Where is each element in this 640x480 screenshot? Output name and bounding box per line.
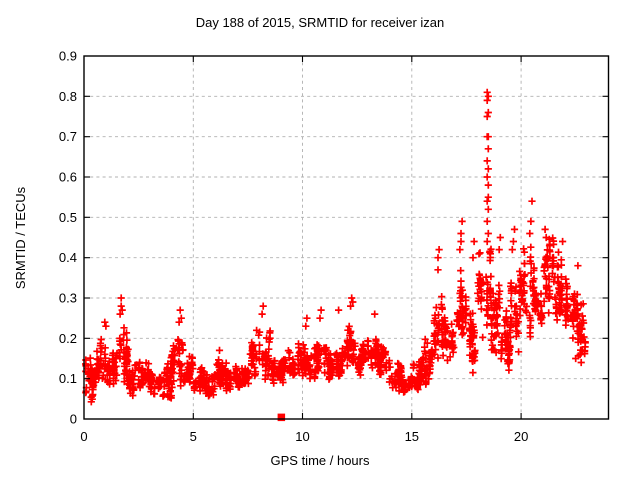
x-tick-label: 10	[295, 429, 309, 444]
tick-labels-layer: 0 0.1 0.2 0.3 0.4 0.5 0.6 0.7 0.8 0.9 0 5 10 15 20	[59, 49, 528, 445]
x-axis-label: GPS time / hours	[270, 453, 370, 468]
x-tick-label: 20	[514, 429, 528, 444]
y-tick-label: 0.8	[59, 89, 77, 104]
y-tick-label: 0.1	[59, 371, 77, 386]
x-tick-label: 0	[80, 429, 87, 444]
special-point-square	[277, 413, 286, 422]
grid-layer	[84, 56, 609, 419]
x-tick-label: 15	[405, 429, 419, 444]
y-tick-label: 0.4	[59, 250, 77, 265]
plot-border	[83, 55, 610, 420]
y-tick-label: 0.2	[59, 331, 77, 346]
data-points-layer	[82, 88, 589, 406]
y-tick-label: 0.9	[59, 49, 77, 64]
y-tick-label: 0.6	[59, 170, 77, 185]
y-tick-label: 0.5	[59, 210, 77, 225]
y-tick-label: 0	[70, 412, 77, 427]
chart-title: Day 188 of 2015, SRMTID for receiver iza…	[195, 15, 445, 30]
x-tick-label: 5	[190, 429, 197, 444]
ticks-layer	[84, 56, 609, 419]
y-tick-label: 0.7	[59, 129, 77, 144]
y-tick-label: 0.3	[59, 291, 77, 306]
